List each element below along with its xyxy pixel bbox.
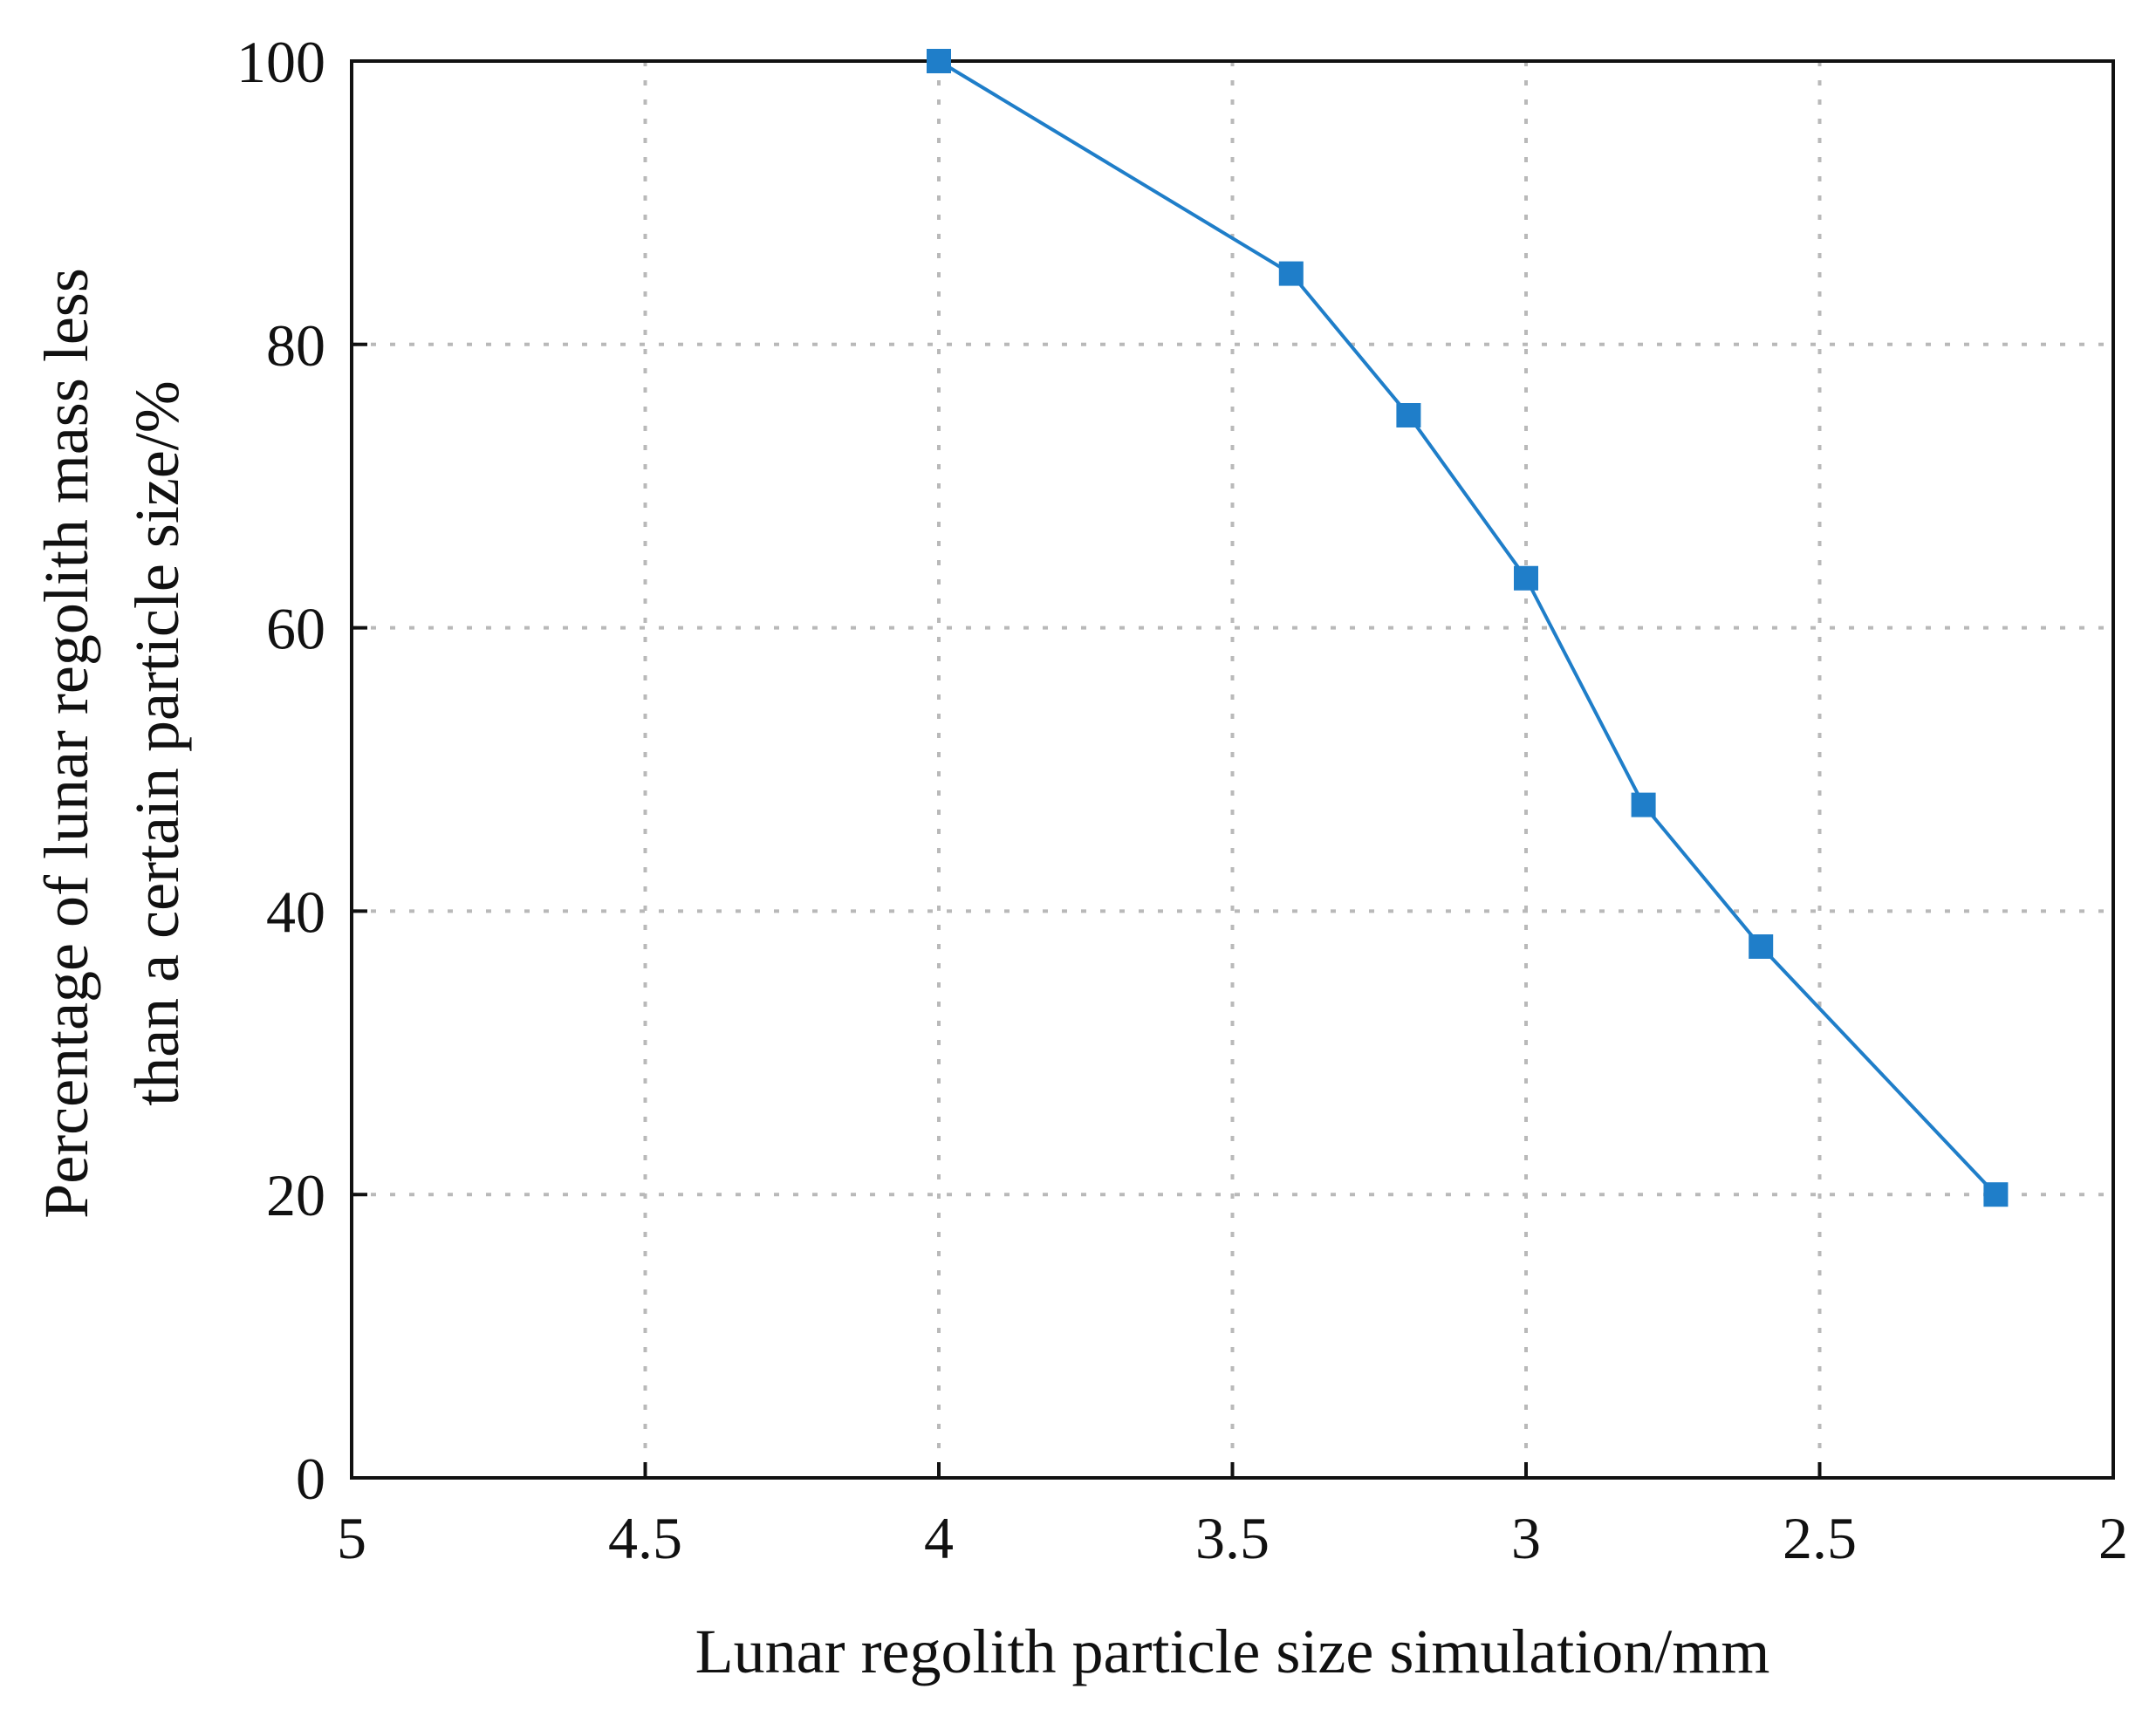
y-axis-label-line-2: than a certain particle size/%	[122, 380, 192, 1106]
x-tick-label-0: 5	[337, 1505, 366, 1571]
x-axis-label: Lunar regolith particle size simulation/…	[695, 1617, 1770, 1686]
data-point-0-0	[927, 49, 951, 73]
y-tick-labels: 0 20 40 60 80 100	[236, 29, 325, 1512]
axis-ticks	[350, 59, 2115, 1480]
x-tick-label-5: 2.5	[1783, 1505, 1857, 1571]
data-point-0-1	[1278, 261, 1304, 286]
y-tick-label-2: 40	[266, 879, 325, 945]
y-axis-label: Percentage of lunar regolith mass less t…	[31, 268, 192, 1219]
data-point-0-3	[1514, 565, 1538, 591]
y-tick-label-3: 60	[266, 596, 325, 662]
x-tick-label-6: 2	[2098, 1505, 2128, 1571]
x-tick-label-2: 4	[924, 1505, 954, 1571]
data-point-0-2	[1396, 403, 1421, 427]
y-tick-label-0: 0	[296, 1446, 325, 1512]
x-tick-label-3: 3.5	[1195, 1505, 1270, 1571]
y-axis-label-line-1: Percentage of lunar regolith mass less	[31, 268, 101, 1219]
data-point-0-5	[1749, 934, 1774, 959]
y-tick-label-1: 20	[266, 1162, 325, 1228]
y-tick-label-5: 100	[236, 29, 325, 95]
grid-lines	[352, 61, 2113, 1478]
y-tick-label-4: 80	[266, 312, 325, 379]
data-series	[927, 49, 2009, 1207]
x-tick-label-1: 4.5	[608, 1505, 682, 1571]
x-tick-labels: 5 4.5 4 3.5 3 2.5 2	[337, 1505, 2128, 1571]
data-point-0-4	[1631, 792, 1656, 817]
x-tick-label-4: 3	[1511, 1505, 1541, 1571]
data-point-0-6	[1983, 1182, 2009, 1207]
